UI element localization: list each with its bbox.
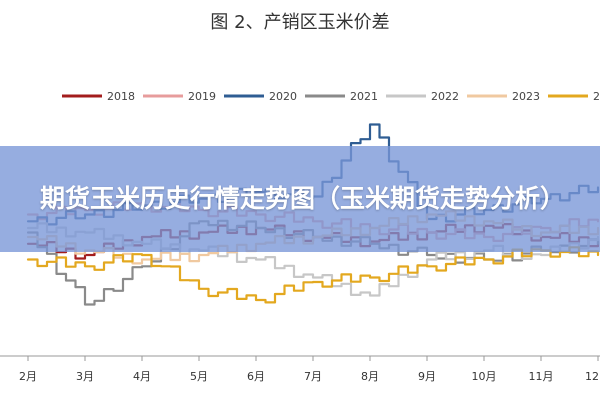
x-axis-ticks: 2月 3月 4月 5月 6月 7月 8月 9月 10月 11月 12 <box>19 356 599 383</box>
x-tick-label: 3月 <box>76 370 94 383</box>
x-tick-label: 2月 <box>19 370 37 383</box>
x-tick-label: 9月 <box>418 370 436 383</box>
legend: 2018 2019 2020 2021 2022 2023 2 <box>62 90 600 103</box>
x-tick-label: 10月 <box>472 370 497 383</box>
legend-label-2019: 2019 <box>188 90 216 103</box>
x-tick-label: 11月 <box>529 370 554 383</box>
x-tick-label: 4月 <box>133 370 151 383</box>
legend-label-2020: 2020 <box>269 90 297 103</box>
legend-label-2: 2 <box>593 90 600 103</box>
x-tick-label: 8月 <box>361 370 379 383</box>
x-tick-label: 6月 <box>247 370 265 383</box>
headline-banner: 期货玉米历史行情走势图（玉米期货走势分析） <box>0 146 600 252</box>
headline-text: 期货玉米历史行情走势图（玉米期货走势分析） <box>40 184 566 213</box>
legend-label-2021: 2021 <box>350 90 378 103</box>
x-tick-label: 12 <box>585 370 599 383</box>
legend-label-2023: 2023 <box>512 90 540 103</box>
legend-label-2022: 2022 <box>431 90 459 103</box>
x-tick-label: 7月 <box>304 370 322 383</box>
x-tick-label: 5月 <box>190 370 208 383</box>
chart-title: 图 2、产销区玉米价差 <box>210 12 389 33</box>
legend-label-2018: 2018 <box>107 90 135 103</box>
series-line-2 <box>26 246 600 304</box>
